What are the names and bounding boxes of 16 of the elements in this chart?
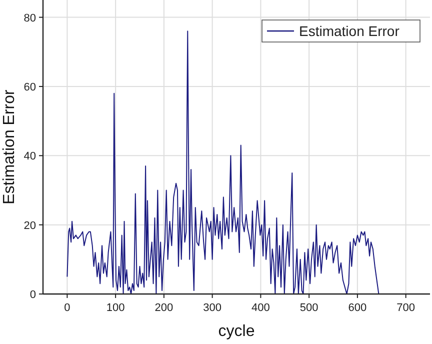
x-tick-label: 500 [300, 302, 318, 314]
x-tick-label: 700 [396, 302, 415, 314]
x-tick-label: 0 [64, 302, 70, 314]
y-axis-title: Estimation Error [1, 88, 18, 204]
y-tick-label: 40 [24, 150, 36, 163]
y-tick-label: 80 [24, 12, 36, 24]
x-tick-label: 300 [203, 302, 222, 314]
y-tick-label: 60 [24, 81, 36, 94]
x-tick-label: 200 [154, 302, 174, 314]
legend-label: Estimation Error [299, 23, 400, 39]
x-tick-label: 100 [106, 302, 125, 314]
x-axis-title: cycle [218, 323, 255, 340]
x-tick-label: 600 [348, 302, 367, 314]
y-tick-label: 20 [24, 220, 36, 232]
x-tick-label: 400 [252, 302, 270, 314]
y-tick-label: 0 [30, 289, 36, 301]
